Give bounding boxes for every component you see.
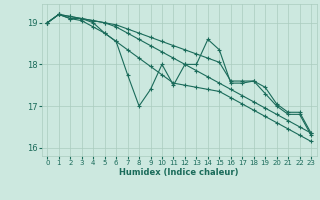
X-axis label: Humidex (Indice chaleur): Humidex (Indice chaleur) (119, 168, 239, 177)
